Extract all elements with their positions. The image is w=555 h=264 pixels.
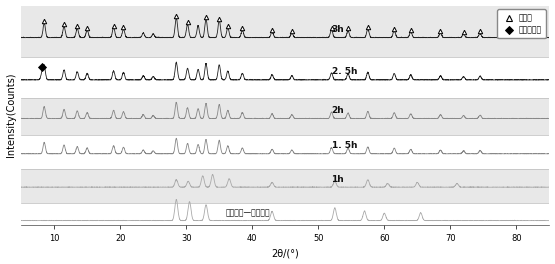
Bar xyxy=(21,169,549,202)
Bar xyxy=(21,135,549,169)
Text: 2. 5h: 2. 5h xyxy=(331,67,357,76)
Text: 1h: 1h xyxy=(331,175,344,184)
Bar xyxy=(21,57,549,98)
Bar xyxy=(21,6,549,57)
Bar xyxy=(21,98,549,135)
Legend: 异极矿, 无铌锌鑫石: 异极矿, 无铌锌鑫石 xyxy=(497,10,546,38)
X-axis label: 2θ/(°): 2θ/(°) xyxy=(271,248,299,258)
Bar xyxy=(21,202,549,225)
Text: 3h: 3h xyxy=(331,25,344,34)
Y-axis label: Intensity(Counts): Intensity(Counts) xyxy=(6,73,16,157)
Text: 1. 5h: 1. 5h xyxy=(331,141,357,150)
Text: 2h: 2h xyxy=(331,106,344,115)
Text: 实验试剂—偏硅酸锌: 实验试剂—偏硅酸锌 xyxy=(226,209,270,218)
